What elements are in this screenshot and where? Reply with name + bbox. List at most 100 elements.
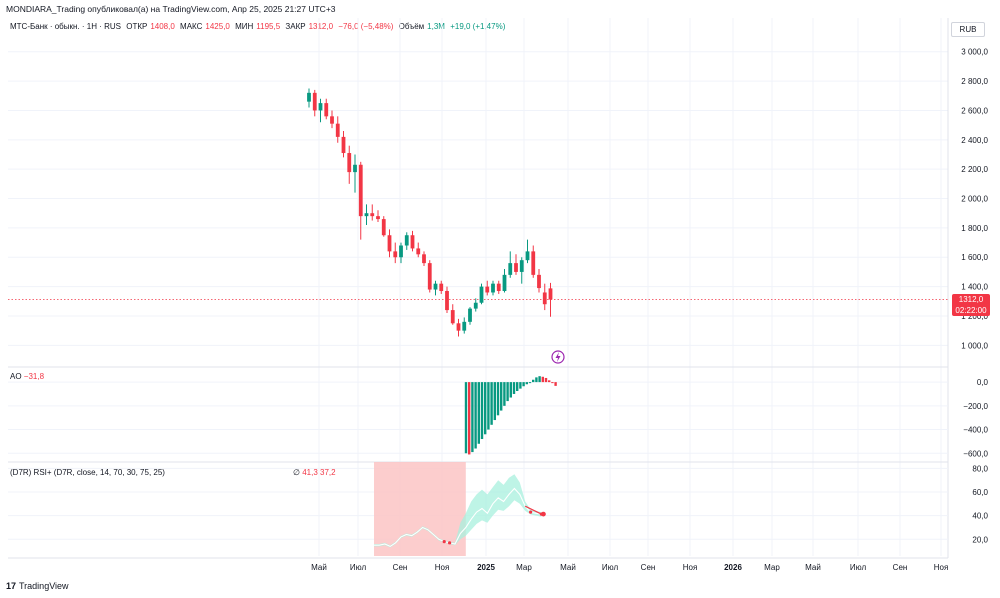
ao-bar <box>490 382 493 425</box>
candle-body <box>387 235 392 252</box>
last-price-tag: 1312,0 02:22:00 <box>952 294 990 316</box>
price-tick-label: 2 600,0 <box>961 106 988 115</box>
ao-value: −31,8 <box>23 372 45 381</box>
candle-body <box>312 92 317 111</box>
rsi-signal-point <box>448 541 452 545</box>
volume-change: +19,0 (+1,47%) <box>450 22 506 31</box>
candle-body <box>525 251 530 261</box>
candle-body <box>422 254 426 264</box>
ao-bar <box>509 382 512 398</box>
candle-body <box>341 136 346 154</box>
rsi-legend[interactable]: (D7R) RSI+ (D7R, close, 14, 70, 30, 75, … <box>10 468 165 477</box>
ao-bar <box>532 379 535 383</box>
ao-bar <box>544 377 548 383</box>
candle-body <box>307 92 311 102</box>
tradingview-footer[interactable]: 17 TradingView <box>6 581 69 591</box>
candle-body <box>462 321 467 331</box>
symbol-name[interactable]: МТС-Банк · обыкн. · 1Н · RUS <box>10 22 121 31</box>
candle-body <box>450 310 455 324</box>
rsi-signal-point <box>529 510 533 514</box>
rsi-values: ∅ 41,3 37,2 <box>293 468 336 477</box>
ao-pane <box>464 376 557 455</box>
candle-body <box>479 286 484 303</box>
candle-body <box>330 116 334 124</box>
ao-bar <box>474 382 477 449</box>
close-label: ЗАКР <box>285 22 306 31</box>
ao-bar <box>503 382 506 406</box>
rsi-last-marker <box>541 511 546 517</box>
candle-body <box>427 263 432 290</box>
rsi-tick-label: 20,0 <box>972 535 988 544</box>
high-label: МАКС <box>180 22 203 31</box>
ao-bar <box>500 382 503 411</box>
ao-tick-label: 0,0 <box>977 378 989 387</box>
candle-body <box>370 213 375 217</box>
candle-body <box>531 251 536 275</box>
price-tick-label: 2 000,0 <box>961 195 988 204</box>
candle-body <box>439 283 444 292</box>
ao-bar <box>471 382 474 453</box>
ao-bar <box>496 382 500 416</box>
candle-body <box>364 213 369 217</box>
currency-button[interactable]: RUB <box>951 22 985 37</box>
candle-body <box>514 263 518 272</box>
candle-body <box>456 323 461 331</box>
rsi-red-segment <box>524 505 542 515</box>
ao-bar <box>551 382 554 384</box>
time-tick-label: Ноя <box>934 563 949 572</box>
rsi-pane <box>374 462 546 556</box>
ao-name[interactable]: AO <box>10 372 22 381</box>
time-tick-label: Мар <box>516 563 532 572</box>
symbol-legend: МТС-Банк · обыкн. · 1Н · RUS ОТКР 1408,0 … <box>10 22 508 31</box>
candle-body <box>519 260 524 272</box>
price-tick-label: 3 000,0 <box>961 48 988 57</box>
candle-body <box>537 274 541 289</box>
high-value: 1425,0 <box>205 22 230 31</box>
time-tick-label: Май <box>560 563 576 572</box>
ao-bar <box>528 382 532 384</box>
candle-body <box>468 308 472 322</box>
candle-body <box>381 219 386 236</box>
price-tick-label: 1 800,0 <box>961 224 988 233</box>
ao-bar <box>525 382 528 385</box>
ao-tick-label: −600,0 <box>963 449 988 458</box>
time-tick-label: Сен <box>893 563 908 572</box>
ao-bar <box>519 382 522 389</box>
price-tick-label: 2 800,0 <box>961 77 988 86</box>
publisher-line: MONDIARA_Trading опубликовал(а) на Tradi… <box>6 4 336 14</box>
ao-bar <box>548 380 551 383</box>
open-label: ОТКР <box>126 22 148 31</box>
price-tick-label: 2 200,0 <box>961 165 988 174</box>
time-tick-label: Сен <box>393 563 408 572</box>
candle-body <box>445 291 449 311</box>
candle-body <box>335 123 340 137</box>
volume-label: Объём <box>398 22 425 31</box>
last-price-label: 1312,0 <box>959 295 984 304</box>
candle-body <box>485 286 490 293</box>
open-value: 1408,0 <box>150 22 175 31</box>
low-value: 1195,5 <box>256 22 281 31</box>
ao-bar <box>464 382 468 454</box>
rsi-oversold-zone <box>374 462 466 556</box>
price-pane <box>307 88 553 337</box>
time-tick-label: Май <box>311 563 327 572</box>
rsi-tick-label: 60,0 <box>972 488 988 497</box>
ao-tick-label: −400,0 <box>963 426 988 435</box>
eye-icon[interactable]: ∅ <box>293 468 300 477</box>
ao-bar <box>487 382 490 430</box>
lightning-icon[interactable] <box>551 350 565 364</box>
volume-value: 1,3M <box>427 22 445 31</box>
time-tick-label: Май <box>805 563 821 572</box>
candle-body <box>502 274 507 292</box>
candle-body <box>393 251 398 258</box>
ao-bar <box>477 382 480 444</box>
rsi-line <box>374 487 542 548</box>
candle-body <box>347 153 352 173</box>
time-tick-label: Июл <box>850 563 867 572</box>
time-tick-label: 2026 <box>724 563 742 572</box>
candle-body <box>410 235 415 249</box>
close-value: 1312,0 <box>308 22 334 31</box>
rsi-signal-point <box>539 512 544 516</box>
tradingview-logo-icon: 17 <box>6 581 17 591</box>
